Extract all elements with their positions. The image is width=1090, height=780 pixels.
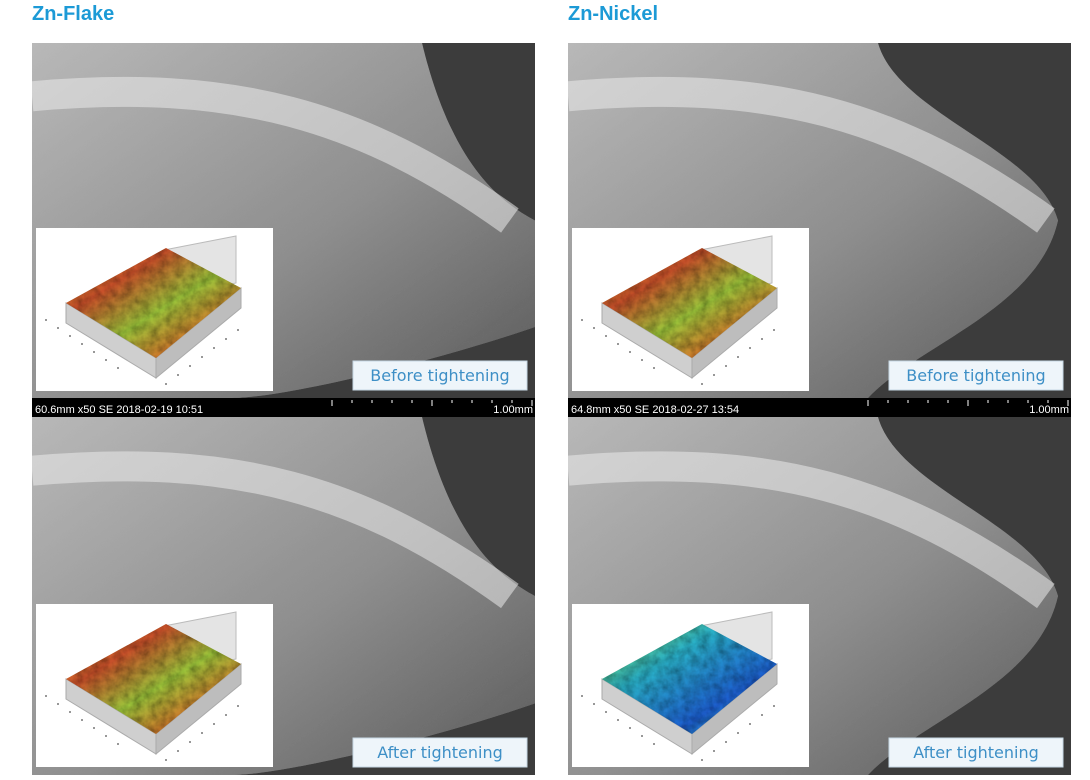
axis-tick <box>629 727 631 729</box>
axis-tick <box>237 329 239 331</box>
axis-tick <box>201 732 203 734</box>
image-label: Before tightening <box>370 366 509 385</box>
axis-tick <box>653 743 655 745</box>
label-box <box>888 360 1064 391</box>
axis-tick <box>629 351 631 353</box>
axis-tick <box>45 319 47 321</box>
plot-surface <box>66 624 241 734</box>
axis-tick <box>69 335 71 337</box>
axis-tick <box>593 327 595 329</box>
axis-tick <box>189 365 191 367</box>
sem-content: Before tightening <box>568 43 1071 398</box>
sem-image: After tightening <box>568 417 1071 775</box>
sem-image: Before tightening <box>32 43 535 398</box>
column-title: Zn-Nickel <box>568 3 658 25</box>
axis-tick <box>225 338 227 340</box>
thread-highlight <box>32 451 519 609</box>
scale-info: 64.8mm x50 SE 2018-02-27 13:54 <box>571 404 739 416</box>
scale-length: 1.00mm <box>1029 404 1069 416</box>
axis-tick <box>201 356 203 358</box>
plot-surface <box>66 248 241 358</box>
axis-tick <box>213 723 215 725</box>
axis-tick <box>117 367 119 369</box>
axis-tick <box>617 719 619 721</box>
scale-length: 1.00mm <box>493 404 533 416</box>
axis-tick <box>641 735 643 737</box>
axis-tick <box>713 374 715 376</box>
axis-tick <box>701 383 703 385</box>
axis-tick <box>605 335 607 337</box>
sem-image: Before tightening <box>568 43 1071 398</box>
axis-tick <box>725 741 727 743</box>
image-label: After tightening <box>377 743 503 762</box>
axis-tick <box>593 703 595 705</box>
axis-tick <box>93 727 95 729</box>
axis-tick <box>105 735 107 737</box>
axis-tick <box>725 365 727 367</box>
axis-tick <box>165 759 167 761</box>
image-label: Before tightening <box>906 366 1045 385</box>
axis-tick <box>105 359 107 361</box>
axis-tick <box>581 319 583 321</box>
axis-tick <box>117 743 119 745</box>
axis-tick <box>713 750 715 752</box>
thread-highlight <box>568 76 1055 233</box>
label-box <box>888 737 1064 768</box>
plot-surface <box>602 248 777 358</box>
scale-info: 60.6mm x50 SE 2018-02-19 10:51 <box>35 404 203 416</box>
axis-tick <box>581 695 583 697</box>
label-box <box>352 737 528 768</box>
scale-strip <box>568 398 1071 417</box>
axis-tick <box>773 705 775 707</box>
scale-strip <box>32 398 535 417</box>
axis-tick <box>57 703 59 705</box>
sem-content: After tightening <box>568 417 1071 775</box>
axis-tick <box>237 705 239 707</box>
sem-image: After tightening <box>32 417 535 775</box>
axis-tick <box>701 759 703 761</box>
axis-tick <box>761 714 763 716</box>
axis-tick <box>653 367 655 369</box>
axis-tick <box>737 732 739 734</box>
sem-content: After tightening <box>32 417 535 775</box>
axis-tick <box>225 714 227 716</box>
axis-tick <box>605 711 607 713</box>
axis-tick <box>93 351 95 353</box>
label-box <box>352 360 528 391</box>
plot-front <box>691 286 778 380</box>
axis-tick <box>617 343 619 345</box>
axis-tick <box>749 723 751 725</box>
thread-highlight <box>32 76 519 233</box>
axis-tick <box>177 750 179 752</box>
thread-highlight <box>568 451 1055 609</box>
axis-tick <box>177 374 179 376</box>
axis-tick <box>773 329 775 331</box>
column-title: Zn-Flake <box>32 3 114 25</box>
axis-tick <box>761 338 763 340</box>
axis-tick <box>165 383 167 385</box>
axis-tick <box>737 356 739 358</box>
axis-tick <box>57 327 59 329</box>
sem-content: Before tightening <box>32 43 535 398</box>
axis-tick <box>81 343 83 345</box>
plot-surface <box>602 624 777 734</box>
plot-front <box>155 286 242 380</box>
axis-tick <box>81 719 83 721</box>
axis-tick <box>641 359 643 361</box>
axis-tick <box>213 347 215 349</box>
image-label: After tightening <box>913 743 1039 762</box>
axis-tick <box>69 711 71 713</box>
axis-tick <box>189 741 191 743</box>
axis-tick <box>45 695 47 697</box>
axis-tick <box>749 347 751 349</box>
